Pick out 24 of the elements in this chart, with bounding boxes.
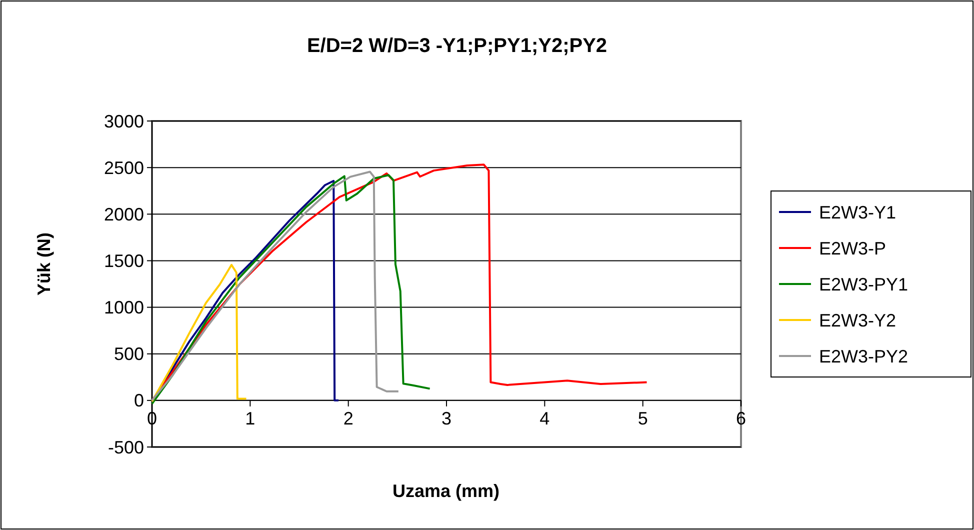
- x-tick-label: 3: [441, 408, 452, 428]
- y-tick-label: 2000: [104, 204, 144, 224]
- y-tick-label: 1000: [104, 298, 144, 318]
- legend-label: E2W3-Y2: [819, 310, 896, 330]
- legend-label: E2W3-PY2: [819, 346, 908, 366]
- y-tick-label: 1500: [104, 251, 144, 272]
- y-tick-label: 500: [114, 344, 144, 364]
- x-tick-label: 5: [638, 408, 648, 428]
- x-tick-label: 1: [245, 408, 256, 428]
- legend-label: E2W3-PY1: [819, 274, 908, 294]
- legend-label: E2W3-Y1: [819, 202, 896, 222]
- y-tick-label: 3000: [104, 111, 144, 132]
- legend-label: E2W3-P: [819, 238, 886, 258]
- y-tick-label: 0: [134, 390, 144, 411]
- line-series: [151, 180, 340, 404]
- x-tick-label: 4: [540, 408, 550, 428]
- y-tick-label: -500: [108, 437, 144, 458]
- y-axis-title: Yük (N): [34, 232, 54, 296]
- x-tick-label: 2: [343, 408, 354, 428]
- chart-title: E/D=2 W/D=3 -Y1;P;PY1;Y2;PY2: [306, 35, 608, 57]
- line-series: [151, 264, 248, 402]
- x-axis-title: Uzama (mm): [392, 481, 500, 501]
- y-tick-label: 2500: [104, 158, 144, 178]
- x-tick-label: 6: [736, 408, 746, 428]
